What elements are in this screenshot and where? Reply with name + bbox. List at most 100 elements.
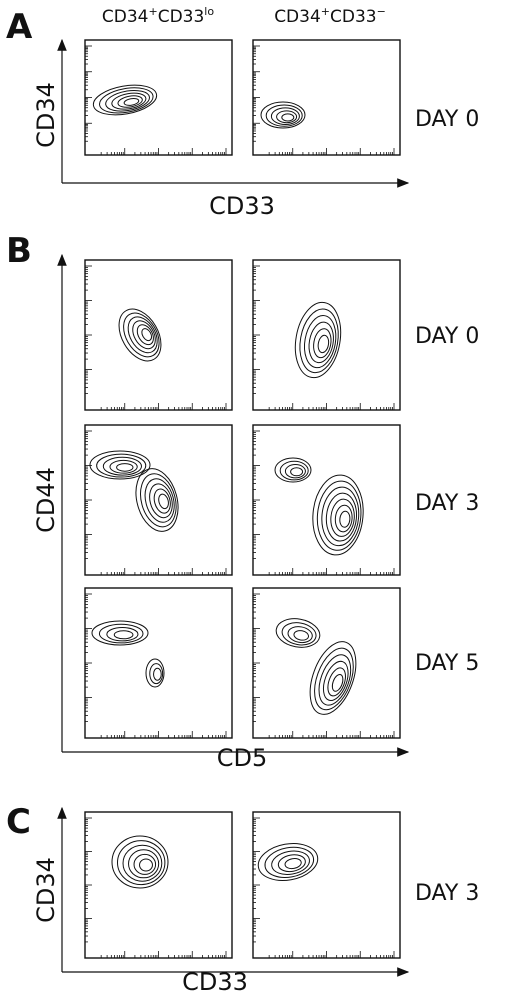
contour-plot [252, 424, 401, 576]
contour [98, 623, 144, 644]
y-axis-label: CD34 [32, 82, 60, 148]
contour [287, 626, 313, 644]
contour [290, 467, 304, 477]
x-axis-label: CD33 [182, 968, 248, 996]
contour [279, 460, 309, 481]
contour [158, 493, 169, 510]
contour [111, 92, 147, 110]
contour [153, 667, 162, 681]
contour [117, 840, 166, 886]
contour-plot [252, 39, 401, 156]
row-label: DAY 0 [415, 107, 479, 132]
contour [299, 308, 339, 374]
contour [136, 324, 154, 346]
plot-frame [84, 587, 233, 739]
contour [113, 630, 134, 640]
contour [325, 492, 358, 542]
contour [277, 854, 306, 873]
x-axis-label: CD33 [209, 192, 275, 220]
plot-frame [252, 39, 401, 156]
contour [318, 654, 352, 706]
contour [127, 316, 158, 354]
contour-plot [84, 259, 233, 411]
plot-frame [84, 39, 233, 156]
column-header: CD34+CD33lo [102, 5, 214, 27]
plot-frame [252, 811, 401, 959]
contour [309, 641, 357, 715]
plot-frame [84, 259, 233, 411]
contour [322, 660, 349, 701]
contour [92, 84, 158, 116]
contour [135, 468, 179, 532]
contour [257, 843, 319, 881]
contour [308, 321, 334, 364]
y-axis-label: CD44 [32, 467, 60, 533]
contour [117, 95, 143, 108]
contour [96, 453, 147, 478]
column-header: CD34+CD33− [274, 5, 386, 27]
contour [339, 510, 351, 528]
contour [105, 89, 150, 112]
plot-frame [252, 587, 401, 739]
contour [314, 647, 354, 711]
contour [274, 457, 312, 483]
row-label: DAY 3 [415, 881, 479, 906]
x-axis-label: CD5 [217, 744, 268, 772]
contour [293, 630, 309, 641]
contour [145, 658, 165, 688]
contour [334, 504, 353, 533]
contour [275, 618, 321, 648]
contour [312, 474, 364, 556]
contour [99, 87, 154, 114]
contour [133, 853, 157, 875]
contour [331, 673, 344, 692]
contour [109, 459, 138, 474]
row-label: DAY 0 [415, 324, 479, 349]
contour [153, 488, 171, 514]
contour [128, 849, 160, 879]
contour-plot [84, 587, 233, 739]
row-label: DAY 3 [415, 491, 479, 516]
contour [281, 113, 295, 122]
contour [111, 835, 169, 889]
contour [270, 107, 300, 125]
contour-plot [252, 811, 401, 959]
contour [313, 328, 332, 359]
contour [149, 663, 164, 685]
contour [316, 480, 362, 551]
y-axis-label: CD34 [32, 857, 60, 923]
contour [132, 320, 156, 350]
contour [102, 456, 142, 476]
contour [141, 328, 153, 342]
contour [327, 667, 346, 697]
contour [149, 483, 173, 519]
contour [284, 857, 302, 870]
contour [284, 464, 306, 479]
contour [116, 463, 134, 472]
contour-plot [84, 811, 233, 959]
plot-frame [84, 811, 233, 959]
contour [260, 101, 306, 129]
contour [330, 498, 355, 537]
contour [106, 627, 139, 642]
contour [122, 844, 163, 882]
contour [317, 334, 330, 354]
panel-letter: B [6, 231, 32, 271]
contour [89, 450, 151, 480]
panel-letter: C [6, 802, 31, 842]
contour [271, 850, 310, 876]
contour [91, 620, 149, 646]
contour-plot [252, 587, 401, 739]
contour [123, 97, 140, 106]
contour-plot [252, 259, 401, 411]
panel-letter: A [6, 7, 33, 47]
contour [276, 110, 298, 124]
contour-plot [84, 39, 233, 156]
contour [140, 473, 177, 528]
row-label: DAY 5 [415, 651, 479, 676]
contour [264, 846, 315, 878]
contour [294, 301, 342, 379]
contour [303, 315, 337, 369]
contour [123, 312, 160, 358]
